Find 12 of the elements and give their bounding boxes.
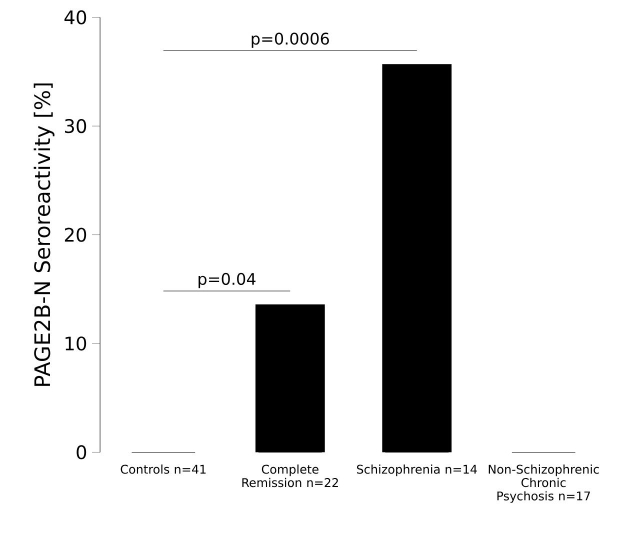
x-tick-label: Complete Remission n=22 [242,464,338,487]
y-tick-label: 30 [64,118,86,133]
x-tick-label: Non-Schizophrenic Chronic Psychosis n=17 [488,464,599,503]
annotation: p=0.04 [198,272,256,288]
x-tick-label: Controls n=41 [120,464,206,474]
x-tick-label: Schizophrenia n=14 [357,464,477,476]
y-tick-label: 40 [64,10,86,24]
y-tick-label: 10 [66,336,86,350]
annotation: p=0.0006 [252,32,329,48]
y-tick-label: 0 [76,445,86,460]
y-tick-label: 20 [64,228,86,242]
y-axis-title: PAGE2B-N Seroreactivity [%] [34,83,54,386]
